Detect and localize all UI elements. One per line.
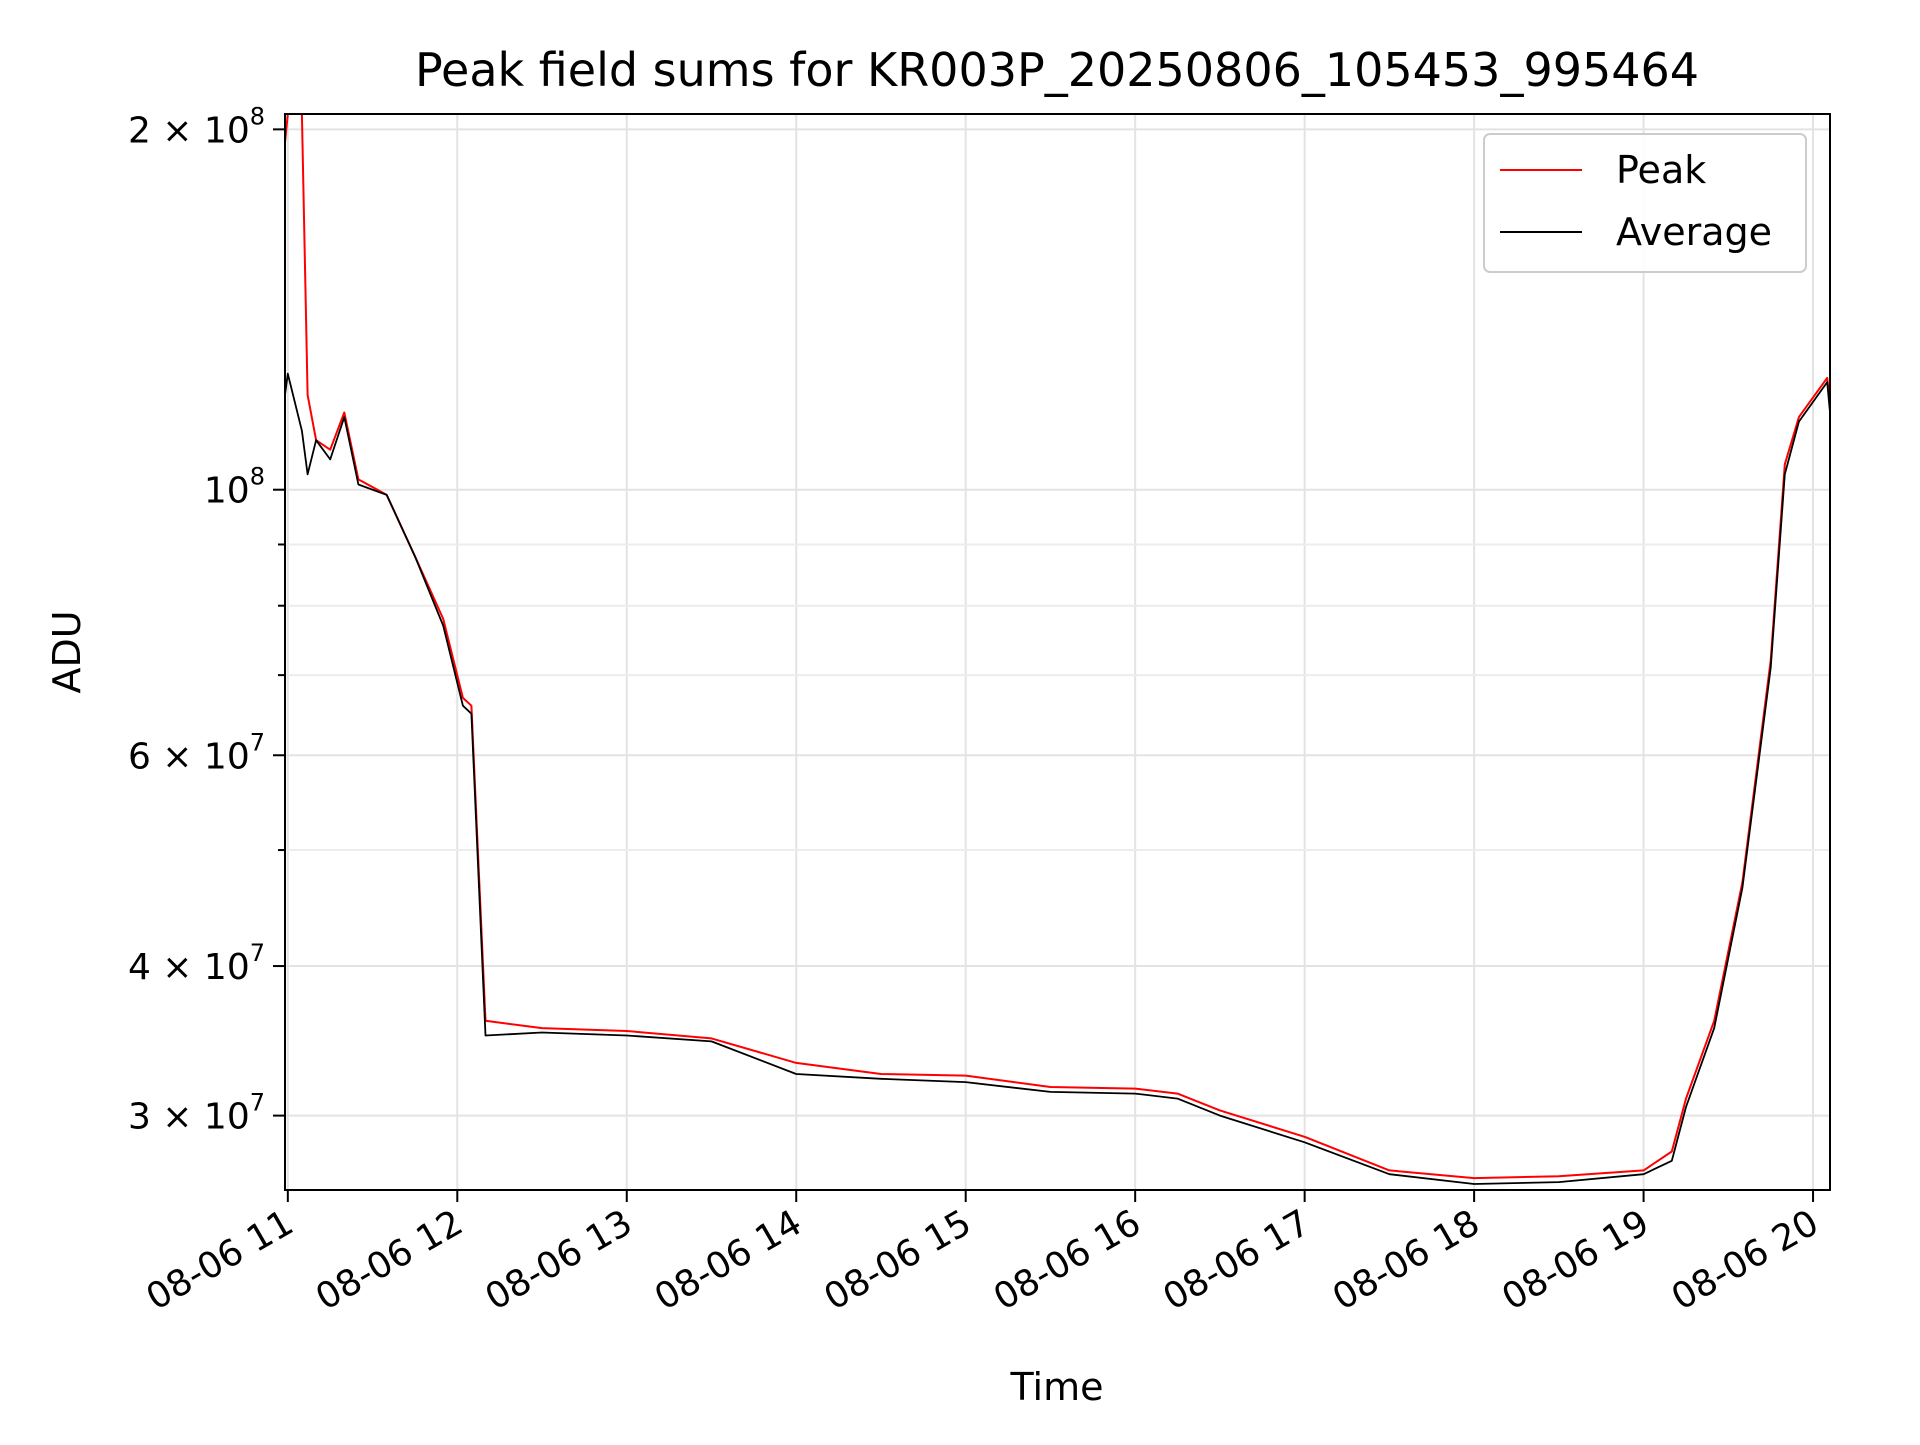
y-tick-exponent: 7	[250, 728, 265, 756]
y-tick-mantissa: 6 × 10	[128, 736, 250, 777]
chart-title: Peak field sums for KR003P_20250806_1054…	[415, 43, 1699, 97]
plot-frame	[284, 113, 1831, 1191]
series-line-average	[284, 372, 1831, 1185]
legend-label-peak: Peak	[1616, 148, 1706, 192]
y-tick-mantissa: 3 × 10	[128, 1097, 250, 1138]
legend-label-average: Average	[1616, 210, 1772, 254]
y-tick-label: 4 × 107	[128, 939, 265, 988]
grid	[285, 114, 1830, 1190]
y-tick-exponent: 8	[250, 102, 265, 130]
y-tick-label: 6 × 107	[128, 728, 265, 777]
series-line-peak	[284, 113, 1831, 1180]
y-tick-exponent: 7	[250, 1089, 265, 1117]
legend-box	[1483, 133, 1807, 273]
y-tick-label: 3 × 107	[128, 1089, 265, 1138]
y-tick-mantissa: 2 × 10	[128, 110, 250, 151]
y-tick-mantissa: 4 × 10	[128, 947, 250, 988]
y-tick-exponent: 7	[250, 939, 265, 967]
y-tick-label: 2 × 108	[128, 102, 265, 151]
legend: Peak Average	[1483, 133, 1807, 273]
x-axis-label: Time	[1010, 1365, 1104, 1409]
y-tick-label: 108	[204, 463, 265, 512]
y-tick-mantissa: 10	[204, 471, 250, 512]
y-axis-label: ADU	[45, 610, 89, 693]
y-tick-exponent: 8	[250, 463, 265, 491]
series-layer	[284, 113, 1831, 1185]
